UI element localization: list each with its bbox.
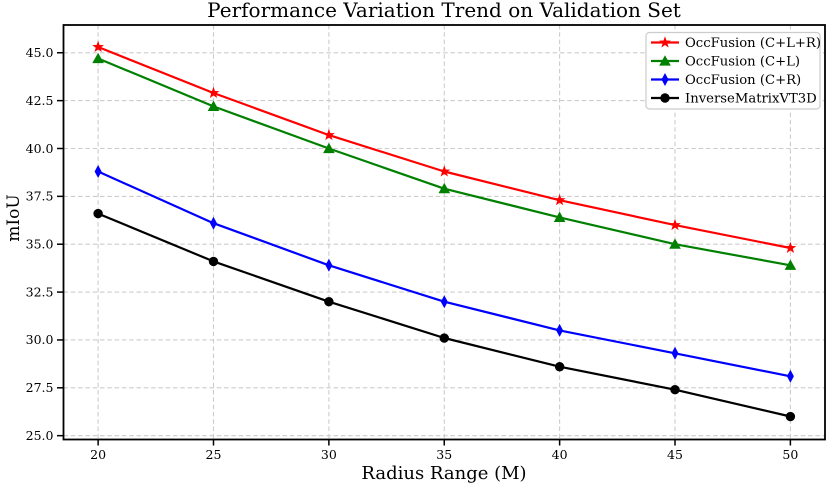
diamond-icon — [661, 73, 669, 86]
triangle-icon — [207, 100, 220, 111]
legend-item: OccFusion (C+R) — [651, 73, 801, 88]
y-tick-label: 30.0 — [26, 332, 54, 347]
y-tick-label: 40.0 — [26, 141, 54, 156]
legend-label: InverseMatrixVT3D — [685, 92, 817, 107]
y-tick-label: 42.5 — [26, 93, 54, 108]
circle-icon — [670, 385, 680, 395]
y-tick-label: 25.0 — [26, 428, 54, 443]
chart-title: Performance Variation Trend on Validatio… — [207, 0, 681, 22]
circle-icon — [93, 208, 103, 219]
legend-item: InverseMatrixVT3D — [651, 92, 817, 107]
y-tick-label: 37.5 — [26, 189, 54, 204]
circle-icon — [439, 333, 449, 343]
legend-item: OccFusion (C+L+R) — [651, 36, 821, 51]
diamond-icon — [556, 323, 564, 337]
legend-label: OccFusion (C+R) — [685, 73, 801, 88]
circle-icon — [660, 93, 670, 103]
x-tick-label: 20 — [90, 447, 106, 462]
circle-icon — [785, 411, 796, 422]
triangle-icon — [669, 238, 681, 249]
x-tick-label: 35 — [436, 447, 452, 462]
star-icon — [438, 165, 451, 177]
legend-item: OccFusion (C+L) — [651, 55, 800, 70]
diamond-icon — [671, 346, 679, 360]
star-icon — [669, 218, 681, 231]
y-tick-label: 35.0 — [26, 237, 54, 252]
diamond-icon — [325, 258, 333, 272]
circle-icon — [554, 362, 565, 372]
circle-icon — [324, 296, 334, 307]
star-icon — [659, 36, 671, 48]
x-tick-label: 45 — [667, 447, 683, 462]
star-icon — [207, 86, 220, 99]
star-icon — [323, 128, 335, 141]
y-tick-label: 27.5 — [26, 380, 54, 395]
series-circle — [93, 208, 796, 422]
triangle-icon — [92, 52, 104, 64]
x-tick-label: 25 — [206, 447, 222, 462]
diamond-icon — [94, 165, 102, 178]
x-tick-label: 30 — [321, 447, 337, 462]
star-icon — [553, 194, 566, 206]
triangle-icon — [553, 211, 566, 222]
series-star — [92, 40, 797, 254]
triangle-icon — [784, 259, 797, 270]
x-tick-label: 40 — [552, 447, 568, 462]
x-tick-label: 50 — [782, 447, 798, 462]
diamond-icon — [786, 369, 794, 383]
legend-box — [645, 31, 821, 110]
y-tick-label: 32.5 — [26, 284, 54, 299]
legend-label: OccFusion (C+L+R) — [685, 36, 821, 51]
y-axis-label: mIoU — [4, 194, 24, 241]
y-tick-label: 45.0 — [26, 45, 54, 60]
star-icon — [92, 40, 104, 53]
axes-layer: 20 25 30 35 40 45 50 25.0 27.5 30.0 32.5 35.0 37.5 40… — [26, 24, 826, 462]
legend-label: OccFusion (C+L) — [685, 55, 800, 70]
series-triangle — [92, 52, 797, 270]
legend: OccFusion (C+L+R) OccFusion (C+L) OccFusio… — [645, 31, 821, 110]
triangle-icon — [659, 55, 671, 66]
triangle-icon — [323, 142, 335, 154]
diamond-icon — [210, 216, 217, 230]
series-layer — [92, 40, 797, 422]
x-axis-label: Radius Range (M) — [361, 463, 526, 484]
circle-icon — [208, 256, 219, 267]
triangle-icon — [438, 182, 451, 194]
series-diamond — [94, 165, 794, 383]
diamond-icon — [440, 295, 448, 309]
star-icon — [784, 241, 797, 254]
